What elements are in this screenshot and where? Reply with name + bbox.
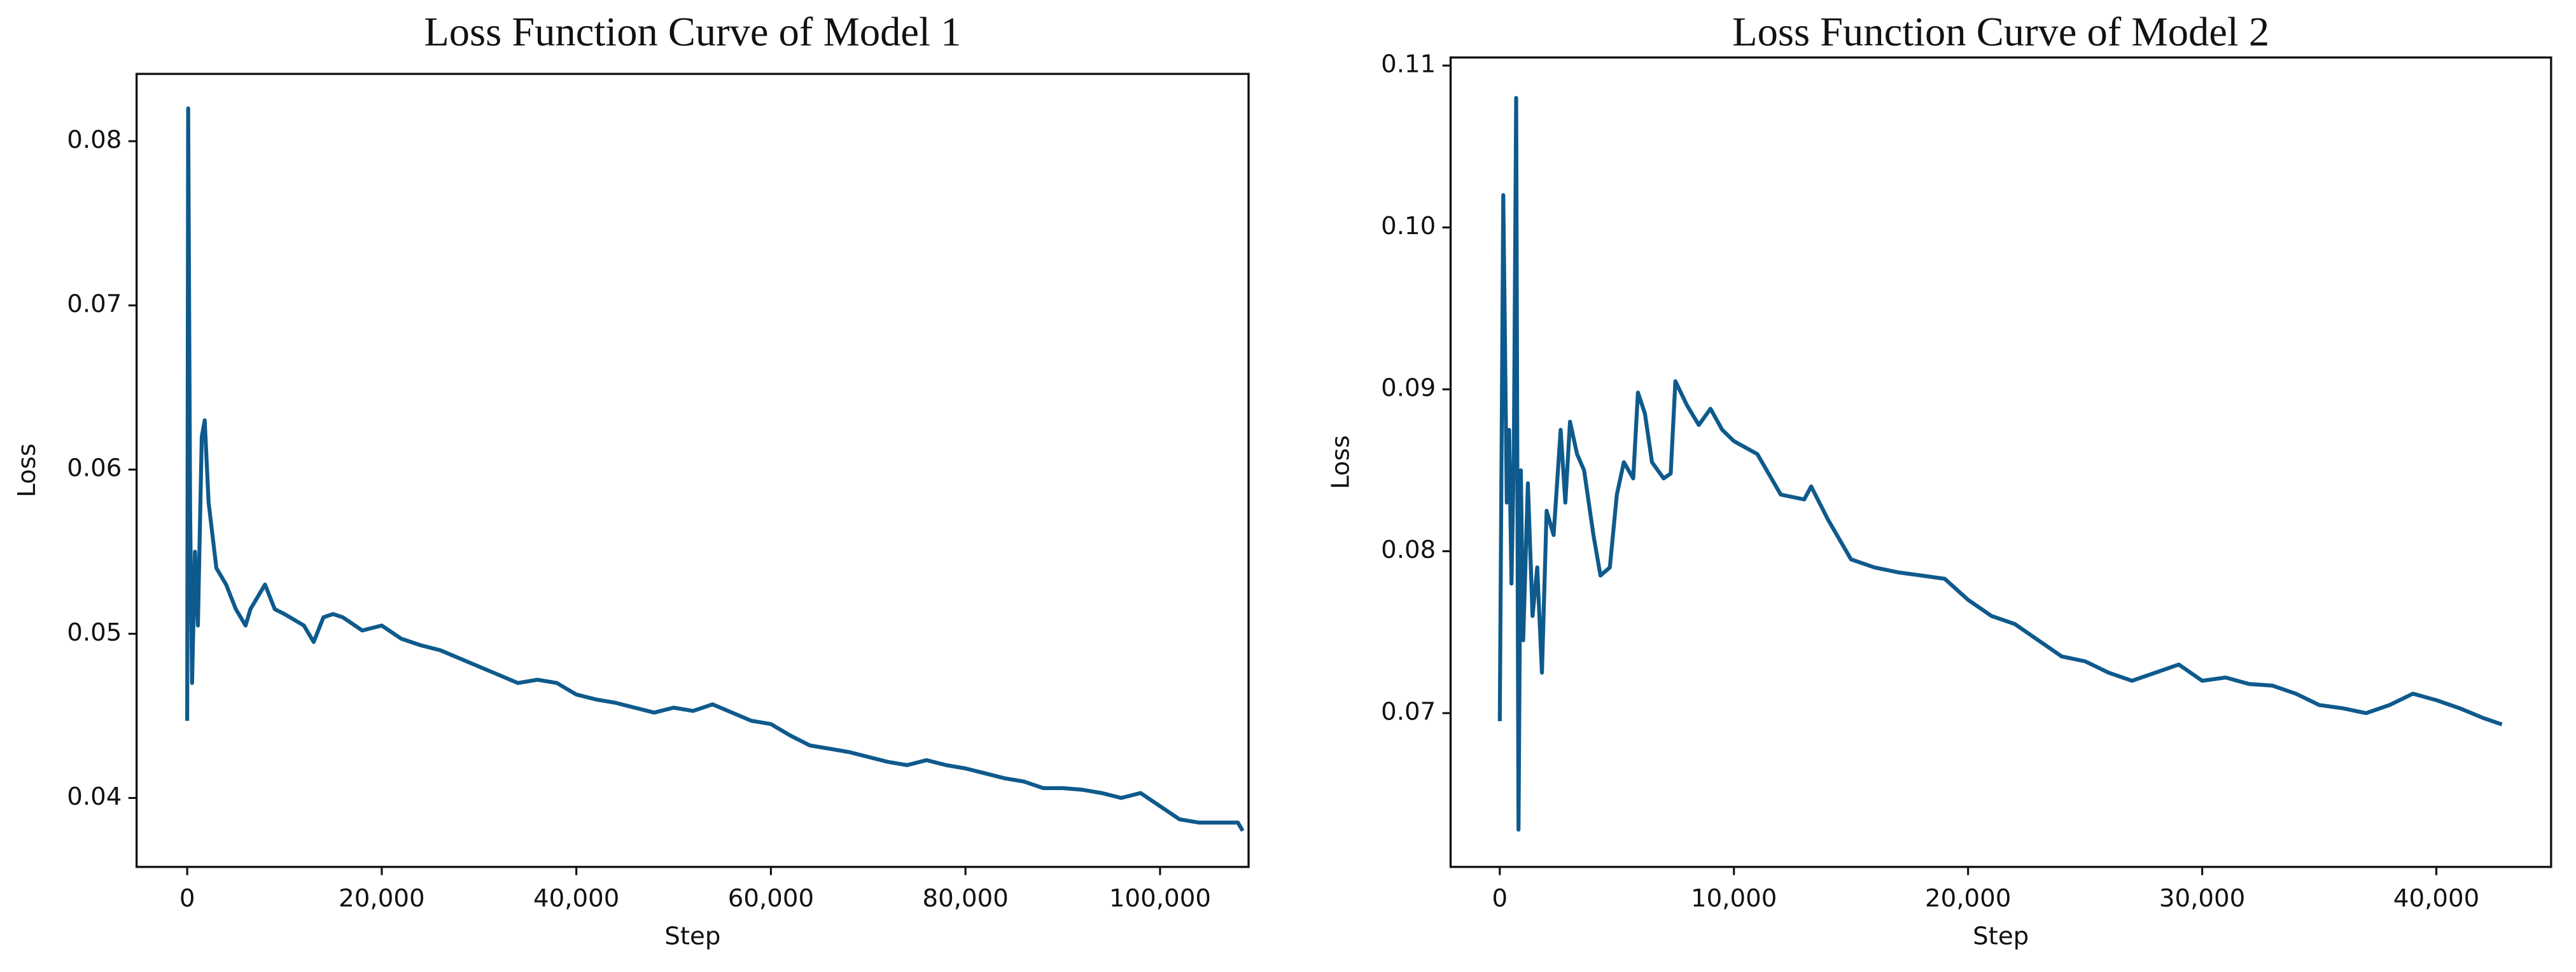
x-axis-label: Step (664, 922, 720, 950)
y-tick-label: 0.11 (1381, 50, 1436, 79)
x-tick-label: 20,000 (339, 884, 424, 913)
x-axis-label: Step (1973, 922, 2029, 950)
x-tick-label: 100,000 (1109, 884, 1211, 913)
x-tick-label: 0 (1492, 884, 1508, 913)
x-tick-label: 10,000 (1691, 884, 1777, 913)
plot-frame (135, 73, 1250, 868)
y-tick-label: 0.08 (67, 125, 122, 154)
y-axis-label: Loss (1327, 435, 1355, 489)
x-tick-label: 0 (179, 884, 195, 913)
x-tick-label: 30,000 (2159, 884, 2245, 913)
y-tick-label: 0.09 (1381, 374, 1436, 403)
x-tick-label: 40,000 (2393, 884, 2479, 913)
y-tick-label: 0.04 (67, 782, 122, 811)
y-tick-label: 0.06 (67, 454, 122, 483)
y-tick-label: 0.05 (67, 618, 122, 647)
plot-frame (1449, 56, 2552, 868)
chart-title: Loss Function Curve of Model 1 (424, 10, 961, 55)
y-tick-label: 0.08 (1381, 536, 1436, 564)
loss-line (1497, 95, 2503, 832)
y-tick-label: 0.07 (1381, 698, 1436, 726)
y-tick-label: 0.10 (1381, 212, 1436, 240)
y-axis-label: Loss (13, 443, 41, 497)
x-tick-label: 20,000 (1925, 884, 2011, 913)
y-tick-label: 0.07 (67, 290, 122, 319)
x-tick-label: 40,000 (533, 884, 619, 913)
x-tick-label: 80,000 (922, 884, 1008, 913)
x-tick-label: 60,000 (728, 884, 814, 913)
loss-line (185, 106, 1245, 832)
chart-title: Loss Function Curve of Model 2 (1732, 10, 2269, 55)
